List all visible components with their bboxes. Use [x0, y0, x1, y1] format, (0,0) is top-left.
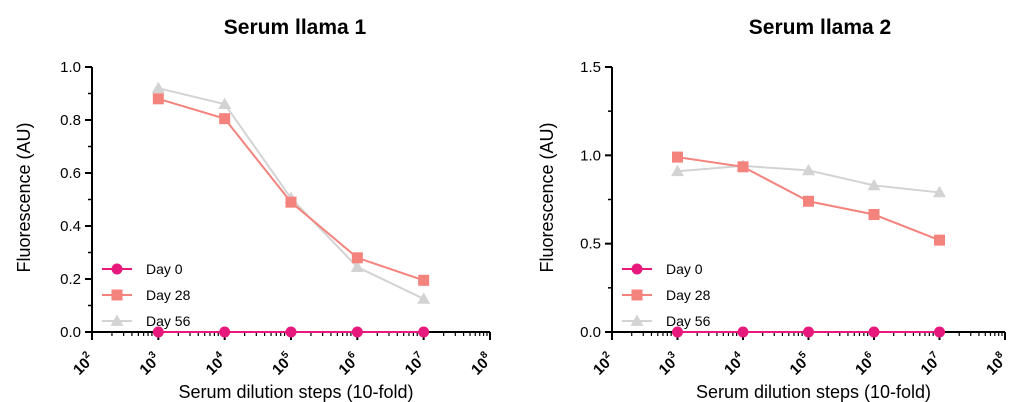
x-tick-label: 105	[268, 349, 297, 378]
data-point	[417, 292, 431, 304]
data-point	[934, 326, 945, 338]
legend-marker	[110, 314, 124, 326]
legend-label: Day 0	[666, 261, 703, 277]
data-point	[933, 185, 946, 198]
chart-panel-2: Serum llama 2 0.0 0.5 1.0 1.5 102 103 104 105 106…	[537, 16, 1011, 402]
x-tick-label: 106	[334, 349, 363, 378]
data-point	[672, 326, 683, 338]
y-tick-label: 0.0	[60, 324, 81, 341]
y-tick-label: 0.4	[60, 218, 81, 235]
data-point	[868, 326, 880, 338]
data-point	[152, 326, 164, 338]
data-point	[285, 196, 297, 208]
legend-label: Day 56	[666, 313, 711, 329]
legend-label: Day 56	[146, 313, 191, 329]
legend-marker	[111, 289, 123, 301]
y-tick-label: 0.6	[60, 165, 81, 182]
y-tick-label: 0.2	[60, 271, 81, 288]
y-tick-label: 1.0	[60, 59, 81, 76]
data-point	[218, 97, 232, 109]
data-point	[868, 209, 880, 221]
data-point	[803, 195, 814, 207]
y-tick-label: 0.0	[580, 324, 601, 341]
legend-marker	[630, 314, 644, 326]
legend-marker	[111, 263, 123, 275]
x-tick-label: 107	[400, 349, 429, 378]
data-point	[671, 164, 684, 177]
data-point	[737, 161, 749, 173]
x-tick-label: 104	[720, 349, 749, 378]
legend-marker	[631, 289, 643, 301]
data-point	[672, 151, 683, 163]
data-point	[351, 252, 363, 264]
data-point	[351, 326, 363, 338]
data-point	[219, 326, 231, 338]
x-axis-label: Serum dilution steps (10-fold)	[696, 382, 931, 402]
x-tick-label: 102	[589, 349, 618, 378]
y-axis-label: Fluorescence (AU)	[14, 122, 34, 272]
data-point	[151, 81, 165, 94]
x-tick-label: 103	[654, 349, 683, 378]
x-tick-label: 102	[69, 349, 98, 378]
x-tick-label: 108	[467, 349, 496, 378]
x-tick-label: 103	[135, 349, 164, 378]
data-point	[802, 163, 815, 176]
y-tick-label: 0.5	[580, 236, 601, 253]
data-point	[418, 274, 430, 286]
x-tick-label: 105	[785, 349, 814, 378]
y-tick-label: 0.8	[60, 112, 81, 129]
chart-panel-1: Serum llama 1 0.0 0.2 0.4 0.6 0.8 1.0 102 103 104…	[14, 16, 496, 402]
data-point	[285, 326, 297, 338]
legend-label: Day 0	[146, 261, 183, 277]
data-point	[418, 326, 430, 338]
data-point	[867, 178, 881, 191]
legend-label: Day 28	[146, 287, 191, 303]
data-point	[152, 93, 164, 105]
x-tick-label: 107	[916, 349, 945, 378]
data-point	[934, 234, 945, 246]
data-point	[803, 326, 814, 338]
series-line-day-28	[158, 97, 424, 282]
y-tick-label: 1.5	[580, 59, 601, 76]
x-tick-label: 104	[201, 349, 230, 378]
legend-marker	[631, 263, 643, 275]
data-point	[219, 113, 231, 125]
data-point	[350, 260, 364, 272]
x-tick-label: 106	[851, 349, 880, 378]
y-axis-label: Fluorescence (AU)	[537, 122, 557, 272]
chart-title: Serum llama 1	[224, 16, 367, 39]
x-tick-label: 108	[982, 349, 1011, 378]
legend-label: Day 28	[666, 287, 711, 303]
chart-title: Serum llama 2	[749, 16, 891, 39]
data-point	[737, 326, 749, 338]
y-tick-label: 1.0	[580, 147, 601, 164]
x-axis-label: Serum dilution steps (10-fold)	[178, 382, 413, 402]
